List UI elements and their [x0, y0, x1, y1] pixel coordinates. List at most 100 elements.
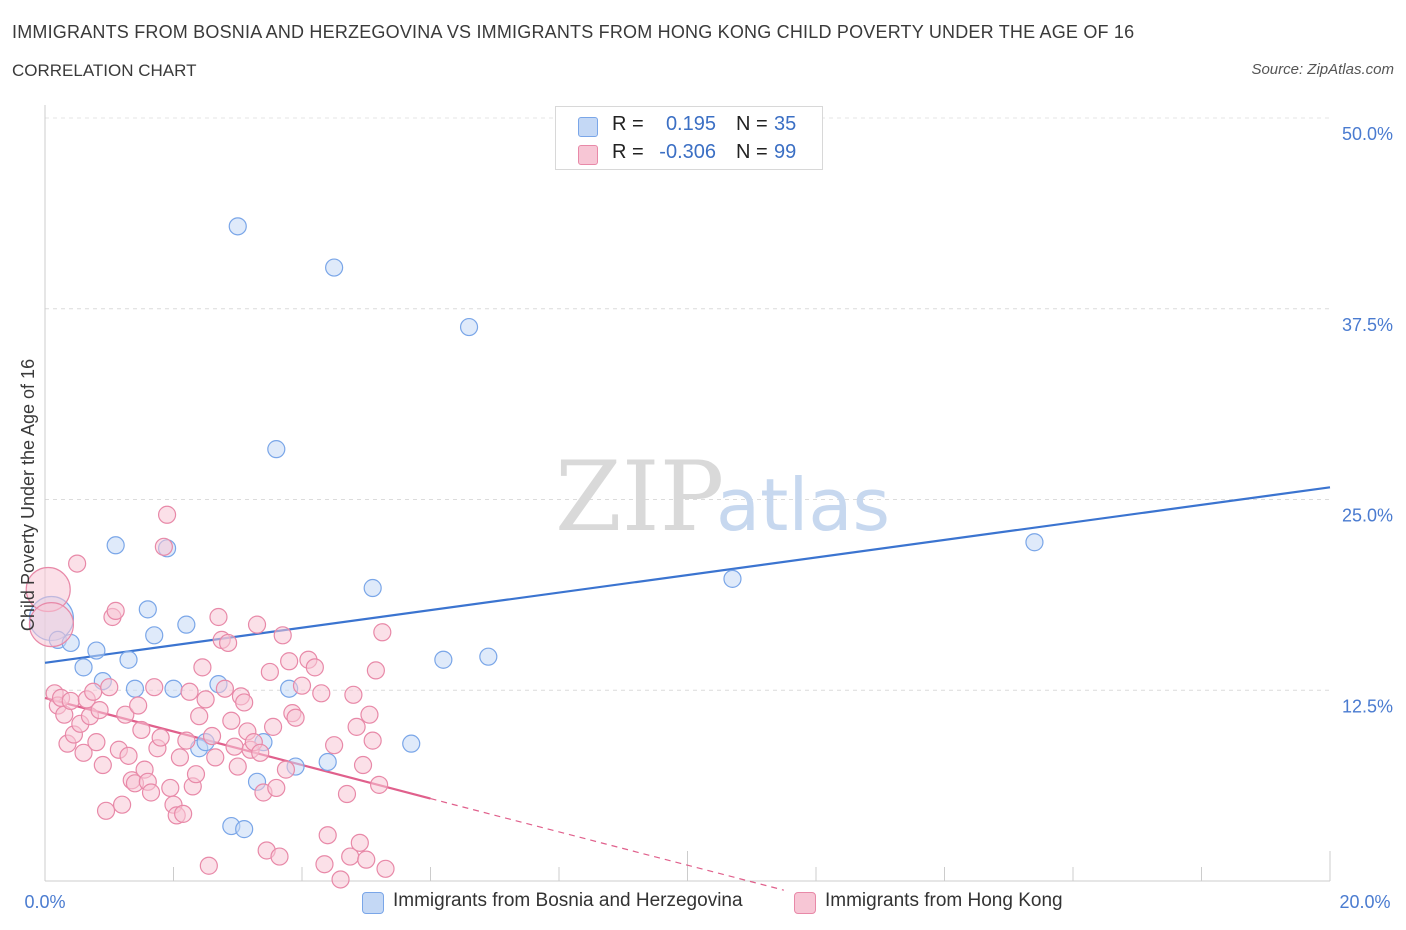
hongkong-point [247, 615, 267, 634]
hongkong-point [106, 601, 125, 620]
hongkong-point [315, 855, 334, 874]
hongkong-point [280, 652, 299, 671]
hongkong-point [331, 870, 350, 889]
hongkong-point [141, 783, 161, 802]
bosnia-legend-swatch [362, 892, 384, 914]
hongkong-point [174, 804, 193, 823]
bosnia-point [434, 650, 453, 669]
data-points [25, 217, 1044, 889]
watermark-zip: ZIP [555, 441, 724, 553]
hongkong-point [292, 676, 312, 695]
y-axis-label: Child Poverty Under the Age of 16 [18, 359, 38, 631]
bosnia-point [125, 679, 145, 698]
chart-title: IMMIGRANTS FROM BOSNIA AND HERZEGOVINA V… [12, 22, 1135, 42]
hongkong-point [129, 696, 148, 715]
bosnia-point [119, 650, 138, 669]
bosnia-point [145, 626, 164, 645]
hongkong-point [357, 850, 376, 869]
y-tick-label: 12.5% [1342, 696, 1393, 716]
hongkong-point [154, 537, 173, 556]
hongkong-point [90, 700, 109, 720]
bosnia-point [228, 217, 247, 236]
hongkong-point [100, 678, 119, 697]
hongkong-point [93, 755, 112, 775]
hongkong-point [267, 778, 286, 798]
bosnia-point [459, 317, 479, 337]
hongkong-point [344, 685, 363, 704]
hongkong-point [116, 705, 135, 724]
hongkong-point [273, 626, 292, 645]
hongkong-point [276, 760, 296, 779]
y-tick-label: 37.5% [1342, 315, 1393, 335]
hongkong-point [151, 728, 170, 747]
hongkong-point [286, 708, 305, 727]
bosnia-point [479, 647, 498, 666]
hongkong-point [84, 682, 103, 701]
hongkong-point [74, 743, 93, 762]
hongkong-point [225, 737, 244, 756]
bosnia-point [402, 734, 421, 753]
hongkong-legend-label: Immigrants from Hong Kong [825, 890, 1063, 911]
hongkong-trend-extension [430, 798, 785, 891]
hongkong-point [325, 736, 344, 755]
hongkong-point [196, 690, 215, 709]
axes [44, 105, 1331, 882]
n-label: N = [736, 141, 768, 163]
hongkong-point [180, 682, 199, 701]
n-value: 35 [774, 113, 797, 135]
hongkong-point [96, 801, 116, 820]
watermark-atlas: atlas [716, 463, 890, 547]
stats-legend: R = 0.195 N = 35 R = -0.306 N = 99 [555, 106, 823, 170]
hongkong-point [263, 717, 283, 736]
hongkong-point [132, 720, 151, 740]
bosnia-point [318, 752, 337, 772]
hongkong-point [186, 765, 206, 784]
bosnia-trend-line [44, 486, 1331, 664]
source-label: Source: ZipAtlas.com [1251, 61, 1394, 78]
hongkong-point [251, 743, 270, 762]
hongkong-point [353, 755, 373, 775]
hongkong-point [145, 678, 164, 697]
bosnia-point [138, 600, 157, 619]
bosnia-point [267, 440, 286, 459]
hongkong-point [157, 505, 177, 524]
bosnia-point [363, 578, 382, 598]
hongkong-point [112, 795, 132, 814]
hongkong-point [347, 717, 366, 736]
hongkong-point [219, 633, 238, 653]
hongkong-point [228, 757, 247, 776]
grid-lines [45, 117, 1330, 691]
hongkong-point [209, 607, 228, 627]
hongkong-point [199, 856, 218, 875]
hongkong-point [222, 711, 241, 730]
chart-subtitle: CORRELATION CHART [12, 61, 197, 80]
r-value: -0.306 [659, 141, 716, 163]
bosnia-point [723, 569, 742, 588]
hongkong-point [337, 784, 357, 804]
hongkong-point [206, 748, 225, 767]
hongkong-point [61, 691, 80, 711]
y-tick-label: 25.0% [1342, 506, 1393, 526]
hongkong-point [363, 731, 382, 750]
hongkong-point [373, 623, 392, 642]
n-value: 99 [774, 141, 797, 163]
bosnia-point [1025, 533, 1044, 552]
bosnia-point [164, 679, 183, 698]
bosnia-swatch [578, 117, 598, 137]
hongkong-point [28, 602, 75, 648]
hongkong-point [119, 746, 138, 765]
hongkong-point [318, 826, 337, 845]
hongkong-point [235, 693, 254, 712]
bosnia-point [74, 658, 93, 677]
hongkong-point [202, 726, 222, 746]
bosnia-point [325, 258, 344, 277]
hongkong-point [376, 859, 395, 878]
bosnia-point [177, 615, 196, 634]
hongkong-point [177, 731, 196, 750]
x-tick-label: 20.0% [1339, 892, 1390, 912]
bosnia-legend-label: Immigrants from Bosnia and Herzegovina [393, 890, 743, 911]
hongkong-point [170, 748, 190, 767]
r-value: 0.195 [665, 113, 716, 135]
hongkong-point [260, 662, 279, 682]
